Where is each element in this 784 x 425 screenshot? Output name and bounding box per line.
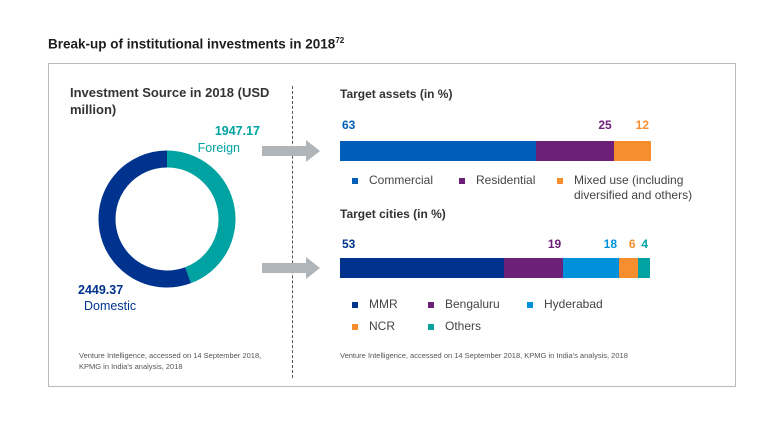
legend-item-ncr: NCR xyxy=(352,319,395,334)
figure-frame xyxy=(48,63,736,387)
legend-label: MMR xyxy=(369,297,398,311)
legend-swatch xyxy=(352,302,358,308)
legend-swatch xyxy=(557,178,563,184)
legend-label: Others xyxy=(445,319,482,333)
legend-swatch xyxy=(527,302,533,308)
legend-swatch xyxy=(428,324,434,330)
page-title-text: Break-up of institutional investments in… xyxy=(48,36,336,52)
target-assets-title: Target assets (in %) xyxy=(340,87,453,101)
legend-item-residential: Residential xyxy=(459,173,535,188)
data-label-bengaluru: 19 xyxy=(547,237,562,251)
bar-segment-mixed xyxy=(613,141,651,161)
legend-swatch xyxy=(352,324,358,330)
bar-segment-mmr xyxy=(340,258,505,278)
data-label-commercial: 63 xyxy=(342,118,356,132)
legend-item-mixed-use: Mixed use (including diversified and oth… xyxy=(557,173,707,203)
bar-segment-bengaluru xyxy=(504,258,564,278)
legend-label: Mixed use (including diversified and oth… xyxy=(574,173,693,202)
donut-slice-foreign xyxy=(166,150,236,284)
data-label-hyderabad: 18 xyxy=(603,237,617,251)
arrow-right-icon xyxy=(262,257,320,279)
legend-label: Residential xyxy=(476,173,536,187)
bar-segment-ncr xyxy=(618,258,638,278)
arrow-right-icon xyxy=(262,140,320,162)
panel-divider xyxy=(292,86,293,378)
donut-slice-domestic xyxy=(98,150,192,288)
legend-swatch xyxy=(459,178,465,184)
legend-swatch xyxy=(428,302,434,308)
bar-segment-commercial xyxy=(340,141,536,161)
legend-item-bengaluru: Bengaluru xyxy=(428,297,500,312)
page-title: Break-up of institutional investments in… xyxy=(48,36,344,52)
target-assets-bar xyxy=(340,141,651,161)
data-label-mmr: 53 xyxy=(342,237,356,251)
bar-segment-hyderabad xyxy=(563,258,619,278)
investment-source-title: Investment Source in 2018 (USD million) xyxy=(70,85,270,117)
legend-swatch xyxy=(352,178,358,184)
legend-item-mmr: MMR xyxy=(352,297,398,312)
foreign-value: 1947.17 xyxy=(214,124,260,138)
legend-label: Commercial xyxy=(369,173,434,187)
legend-item-commercial: Commercial xyxy=(352,173,433,188)
domestic-value: 2449.37 xyxy=(78,283,124,297)
data-label-others: 4 xyxy=(641,237,648,251)
data-label-residential: 25 xyxy=(598,118,612,132)
source-note-left: Venture Intelligence, accessed on 14 Sep… xyxy=(79,351,262,371)
target-cities-title: Target cities (in %) xyxy=(340,207,446,221)
data-label-mixed: 12 xyxy=(635,118,649,132)
bar-segment-residential xyxy=(535,141,614,161)
legend-item-hyderabad: Hyderabad xyxy=(527,297,603,312)
data-label-ncr: 6 xyxy=(628,237,636,251)
source-note-right: Venture Intelligence, accessed on 14 Sep… xyxy=(340,351,628,360)
target-cities-bar xyxy=(340,258,650,278)
bar-segment-others xyxy=(637,258,650,278)
legend-label: NCR xyxy=(369,319,395,333)
legend-label: Hyderabad xyxy=(544,297,603,311)
legend-label: Bengaluru xyxy=(445,297,500,311)
investment-source-donut xyxy=(98,150,236,288)
legend-item-others: Others xyxy=(428,319,481,334)
footnote-ref: 72 xyxy=(335,36,345,45)
foreign-label: Foreign xyxy=(197,141,240,155)
domestic-label: Domestic xyxy=(84,299,137,313)
